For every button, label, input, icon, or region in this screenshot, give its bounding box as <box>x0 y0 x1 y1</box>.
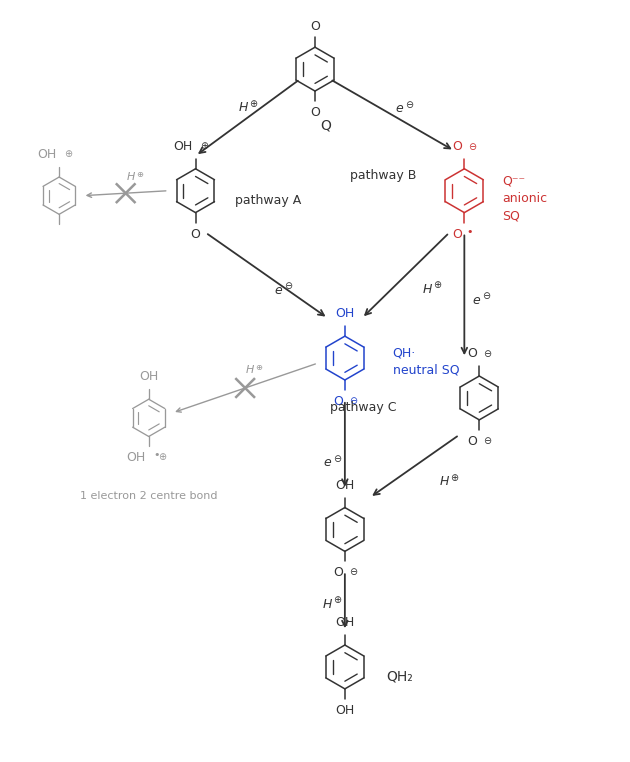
Text: ⊕: ⊕ <box>200 141 209 151</box>
Text: OH: OH <box>37 148 56 161</box>
Text: QH·: QH· <box>392 347 416 360</box>
Text: SQ: SQ <box>502 209 520 222</box>
Text: ⊖: ⊖ <box>349 568 357 578</box>
Text: ⊖: ⊖ <box>483 349 491 359</box>
Text: neutral SQ: neutral SQ <box>392 363 459 376</box>
Text: OH: OH <box>173 140 193 153</box>
Text: ⊕: ⊕ <box>433 280 442 290</box>
Text: H: H <box>440 475 449 488</box>
Text: O: O <box>333 566 343 579</box>
Text: •: • <box>154 450 160 460</box>
Text: OH: OH <box>127 451 146 465</box>
Text: O: O <box>310 21 320 34</box>
Text: O: O <box>467 435 478 448</box>
Text: ⊖: ⊖ <box>468 142 476 152</box>
Text: ⊖: ⊖ <box>284 281 292 291</box>
Text: H: H <box>423 283 432 296</box>
Text: •: • <box>466 226 472 236</box>
Text: OH: OH <box>335 616 355 629</box>
Text: ⊖: ⊖ <box>349 396 357 406</box>
Text: H: H <box>127 172 135 182</box>
Text: e: e <box>472 294 480 307</box>
Text: ⊕: ⊕ <box>249 99 257 109</box>
Text: O: O <box>310 106 320 119</box>
Text: O: O <box>467 347 478 360</box>
Text: ⊖: ⊖ <box>483 436 491 446</box>
Text: ⊖: ⊖ <box>406 100 414 110</box>
Text: 1 electron 2 centre bond: 1 electron 2 centre bond <box>80 491 217 501</box>
Text: O: O <box>333 395 343 408</box>
Text: ⊕: ⊕ <box>450 472 459 482</box>
Text: ⊖: ⊖ <box>333 453 341 464</box>
Text: ⊕: ⊕ <box>136 170 143 179</box>
Text: pathway C: pathway C <box>330 402 396 415</box>
Text: ⊖: ⊖ <box>482 291 490 301</box>
Text: O: O <box>452 228 462 241</box>
Text: e: e <box>274 283 282 297</box>
Text: Q: Q <box>320 119 331 133</box>
Text: O: O <box>191 228 200 241</box>
Text: ⊕: ⊕ <box>256 363 263 372</box>
Text: pathway B: pathway B <box>350 169 416 182</box>
Text: H: H <box>239 101 248 114</box>
Text: ⊕: ⊕ <box>64 149 72 159</box>
Text: Q⁻⁻: Q⁻⁻ <box>502 174 525 187</box>
Text: pathway A: pathway A <box>236 194 302 207</box>
Text: anionic: anionic <box>502 192 547 205</box>
Text: OH: OH <box>335 479 355 491</box>
Text: ⊕: ⊕ <box>333 595 341 605</box>
Text: e: e <box>396 103 403 116</box>
Text: H: H <box>246 365 255 375</box>
Text: OH: OH <box>335 704 355 717</box>
Text: ⊕: ⊕ <box>159 453 167 463</box>
Text: O: O <box>452 140 462 153</box>
Text: H: H <box>323 597 331 610</box>
Text: e: e <box>323 456 331 469</box>
Text: OH: OH <box>335 307 355 320</box>
Text: OH: OH <box>139 370 158 383</box>
Text: QH₂: QH₂ <box>387 670 413 684</box>
